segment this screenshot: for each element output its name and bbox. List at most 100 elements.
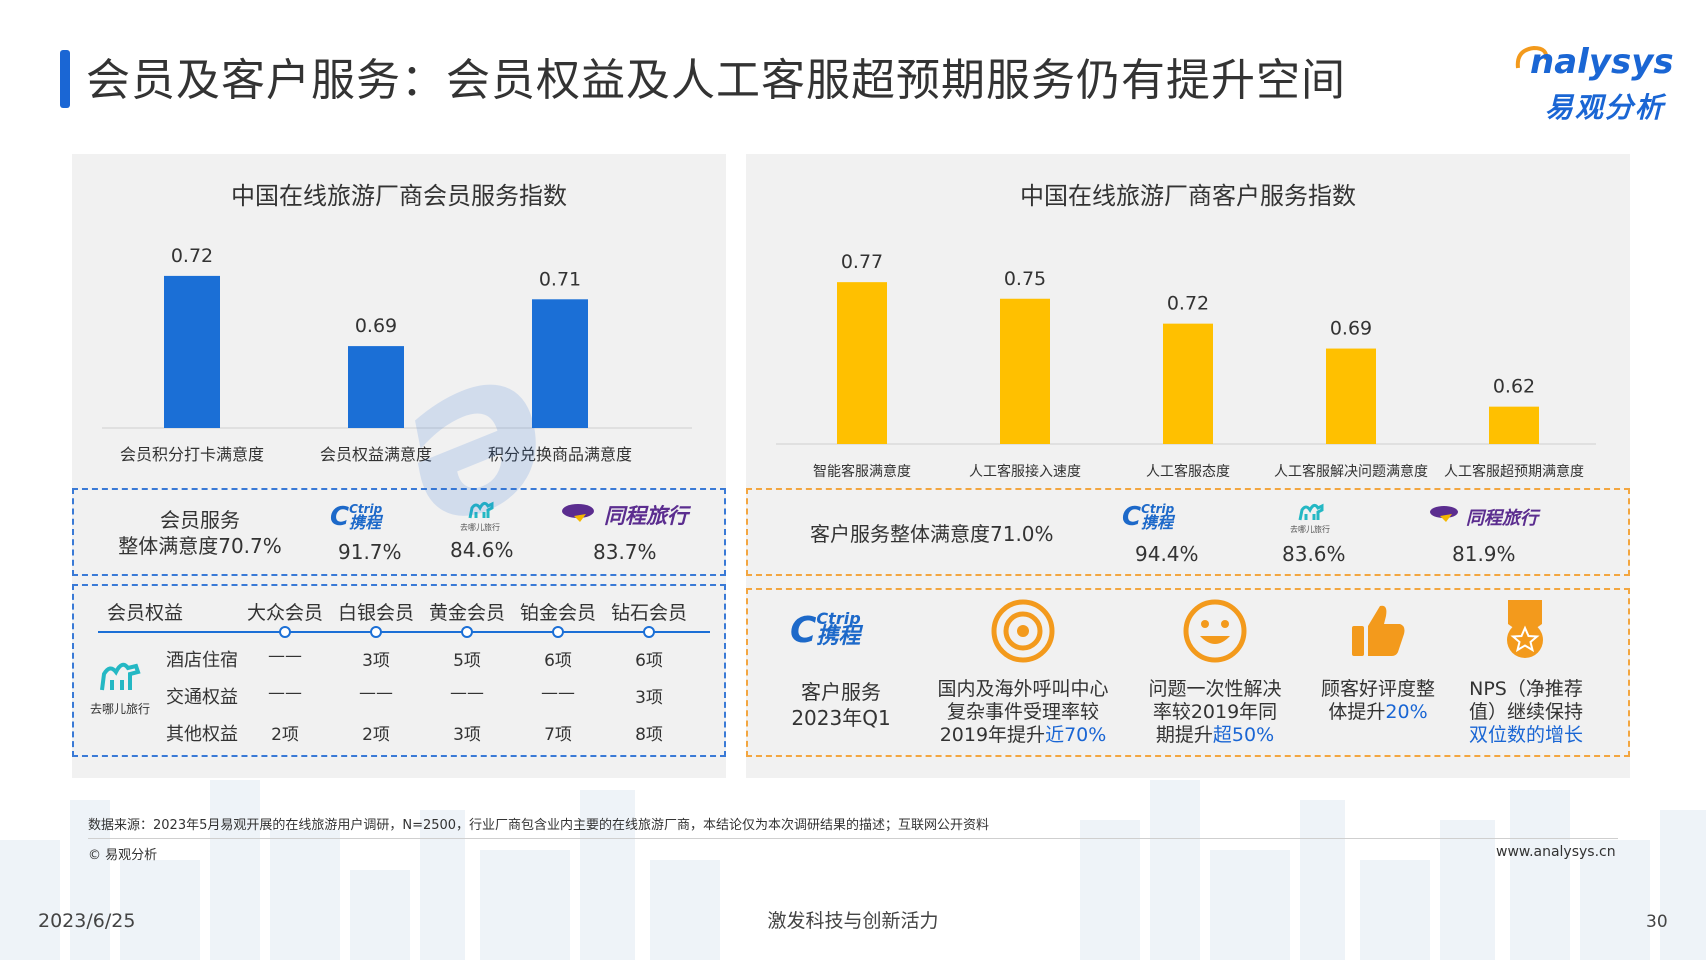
rights-cell: 2项 [271,725,299,745]
rights-cell: 2项 [362,725,390,745]
bar-value-label: 0.72 [171,245,213,267]
bar-value-label: 0.69 [1330,318,1372,340]
footer-divider [88,838,1618,839]
bar [532,299,588,428]
category-label: 人工客服解决问题满意度 [1274,463,1428,480]
rights-cell: 7项 [544,725,572,745]
category-label: 智能客服满意度 [813,463,911,480]
footer-date: 2023/6/25 [38,910,136,932]
rights-cell: —— [268,646,302,666]
tier-dot [279,626,291,638]
tongcheng-member-value: 83.7% [593,540,657,564]
service-item-4-line-2: 值）继续保持 [1468,701,1583,723]
ctrip-service-logo: CCtrip 携程 [790,609,861,652]
service-item-2-line-2: 率较2019年同 [1152,701,1278,723]
analysys-logo-text: nalysys [1530,42,1674,82]
tier-header: 白银会员 [337,602,414,624]
member-satisfaction-label-2: 整体满意度70.7% [118,534,282,558]
ctrip-service-label-2: 2023年Q1 [791,706,891,730]
ctrip-logo: CCtrip 携程 [330,502,383,532]
qunar-logo-text: 去哪儿旅行 [1290,525,1330,534]
rights-cell: 3项 [453,725,481,745]
bar [1326,348,1376,444]
rights-cell: 8项 [635,725,663,745]
service-item-4-line-1: NPS（净推荐 [1469,678,1583,700]
rights-row-label: 其他权益 [166,724,238,745]
rights-cell: —— [541,683,575,703]
footer-slogan: 激发科技与创新活力 [767,910,939,932]
rights-cell: —— [268,683,302,703]
category-label: 人工客服态度 [1146,463,1230,480]
service-item-1-line-3: 2019年提升近70% [939,724,1107,746]
tier-dot [643,626,655,638]
category-label: 人工客服超预期满意度 [1444,463,1584,480]
category-label: 人工客服接入速度 [969,463,1081,480]
bar [1163,323,1213,444]
service-item-2-line-1: 问题一次性解决 [1148,678,1282,700]
right-chart-title: 中国在线旅游厂商客户服务指数 [1020,182,1356,210]
service-item-4-line-3: 双位数的增长 [1468,724,1583,746]
customer-satisfaction-label: 客户服务整体满意度71.0% [810,522,1054,546]
member-satisfaction-box [72,488,726,576]
customer-satisfaction-box [746,488,1630,576]
bar [1000,298,1050,444]
qunar-camel-icon [1298,503,1324,521]
target-icon [991,599,1055,663]
service-item-3-line-1: 顾客好评度整 [1320,678,1435,700]
qunar-customer-value: 83.6% [1282,542,1346,566]
tier-header: 黄金会员 [428,602,505,624]
left-panel [72,154,726,778]
bar-value-label: 0.77 [841,251,883,273]
smiley-icon [1183,599,1247,663]
ctrip-member-value: 91.7% [338,540,402,564]
bar [348,346,404,428]
medal-icon [1507,600,1543,658]
ctrip-service-label-1: 客户服务 [801,680,881,704]
qunar-camel-icon [468,501,494,519]
ctrip-logo: CCtrip 携程 [1122,502,1175,532]
data-source-note: 数据来源：2023年5月易观开展的在线旅游用户调研，N=2500，行业厂商包含业… [88,818,990,833]
tier-header: 钻石会员 [610,602,687,624]
qunar-member-value: 84.6% [450,538,514,562]
analysys-logo-cn: 易观分析 [1545,91,1666,124]
tier-dot [461,626,473,638]
tier-timeline [98,626,710,638]
bar-value-label: 0.62 [1493,376,1535,398]
tongcheng-logo-icon [562,504,594,522]
tier-dot [370,626,382,638]
member-rights-box [72,584,726,757]
website-link[interactable]: www.analysys.cn [1496,844,1616,860]
bar [837,282,887,444]
page-number: 30 [1646,912,1668,932]
rights-cell: —— [359,683,393,703]
title-accent-bar [60,50,70,108]
rights-cell: 6项 [544,651,572,671]
ctrip-customer-value: 94.4% [1135,542,1199,566]
copyright: © 易观分析 [88,848,158,863]
tongcheng-logo-icon [1430,506,1458,522]
category-label: 会员积分打卡满意度 [120,445,264,464]
category-label: 会员权益满意度 [320,445,432,464]
bar [164,275,220,428]
page-title: 会员及客户服务：会员权益及人工客服超预期服务仍有提升空间 [86,55,1346,106]
tier-header: 大众会员 [246,602,323,624]
rights-cell: 3项 [635,688,663,708]
qunar-brand-label: 去哪儿旅行 [90,702,151,716]
left-bar-chart: 0.72 会员积分打卡满意度 0.69 会员权益满意度 0.71 积分兑换商品满意度 [102,245,692,464]
service-item-3-line-2: 体提升20% [1328,701,1428,723]
service-item-2-line-3: 期提升超50% [1155,724,1275,746]
service-item-1-line-2: 复杂事件受理率较 [946,701,1099,723]
bar-value-label: 0.72 [1167,293,1209,315]
member-satisfaction-label-1: 会员服务 [160,508,240,532]
service-item-1-line-1: 国内及海外呼叫中心 [937,678,1109,700]
tongcheng-customer-value: 81.9% [1452,542,1516,566]
bar-value-label: 0.75 [1004,268,1046,290]
qunar-logo-text: 去哪儿旅行 [460,523,500,532]
member-rights-header: 会员权益 [107,602,184,624]
qunar-camel-icon [100,662,141,691]
thumbs-up-icon [1352,605,1405,656]
left-chart-title: 中国在线旅游厂商会员服务指数 [231,182,567,210]
tier-dot [552,626,564,638]
rights-row-label: 酒店住宿 [166,650,238,671]
rights-cell: —— [450,683,484,703]
